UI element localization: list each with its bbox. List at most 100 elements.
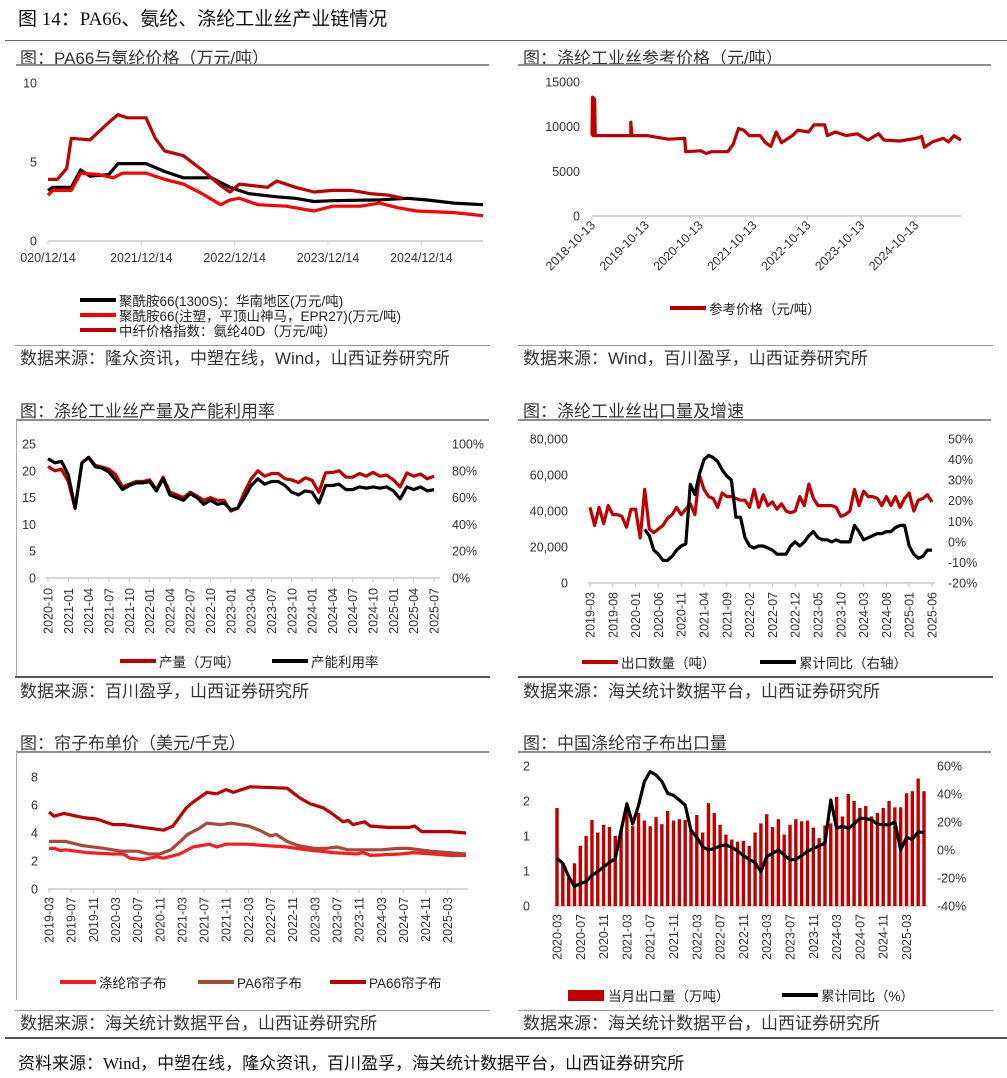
bar xyxy=(660,824,664,906)
panel-title-polyester-output: 图：涤纶工业丝产量及产能利用率 xyxy=(20,402,275,421)
y-tick-label: 60,000 xyxy=(530,469,568,483)
legend-label: 产能利用率 xyxy=(311,655,379,670)
y-right-tick-label: 40% xyxy=(937,788,962,802)
bar xyxy=(753,832,757,906)
chart-5: 0 2 4 6 8 2019-03 2019-07 2019-11 2020-03 2020-07… xyxy=(31,771,468,943)
legend-swatch xyxy=(80,298,116,302)
x-tick-label: 2022-04 xyxy=(163,588,177,634)
legend-label: 产量（万吨） xyxy=(159,655,240,670)
legend-item: PA6帘子布 xyxy=(198,972,302,992)
bar xyxy=(875,812,880,906)
source-note: 数据来源：海关统计数据平台，山西证券研究所 xyxy=(523,682,880,701)
x-tick-label: 2021-01 xyxy=(62,588,76,634)
y-tick-label: 0 xyxy=(561,577,568,591)
source-divider xyxy=(518,676,993,678)
y-tick-label: 5000 xyxy=(552,165,580,179)
x-tick-label: 2020-11 xyxy=(597,914,611,959)
bar xyxy=(782,834,786,906)
source-note: 数据来源：Wind，百川盈孚，山西证券研究所 xyxy=(523,349,868,368)
x-tick-label: 2024-10-13 xyxy=(866,218,921,273)
title-underline xyxy=(16,419,489,421)
x-tick-label: 2024-11 xyxy=(877,914,891,959)
x-tick-label: 2020-01 xyxy=(629,592,643,638)
x-tick-label: 2020-10-13 xyxy=(651,218,706,273)
y-right-tick-label: 20% xyxy=(452,545,477,559)
bar xyxy=(648,826,652,906)
x-tick-label: 2021-07 xyxy=(644,914,658,960)
bar xyxy=(887,801,891,906)
legend-item: 聚酰胺66(1300S)：华南地区(万元/吨) xyxy=(80,290,343,310)
bar xyxy=(922,791,926,906)
bar xyxy=(747,845,751,906)
x-tick-label: 2024-01 xyxy=(306,588,320,634)
panel-title-polyester-export: 图：涤纶工业丝出口量及增速 xyxy=(523,402,744,421)
x-tick-label: 2025-04 xyxy=(407,588,421,634)
bar xyxy=(689,829,693,906)
x-tick-label: 2025-01 xyxy=(903,592,917,638)
bar xyxy=(916,778,920,906)
y-tick-label: 2 xyxy=(31,855,38,869)
x-tick-label: 2023-05 xyxy=(812,592,826,638)
x-tick-label: 2023-10 xyxy=(834,592,848,638)
x-tick-label: 2021-10 xyxy=(123,588,137,634)
x-tick-label: 2023-07 xyxy=(784,914,798,960)
x-tick-label: 2024-08 xyxy=(880,592,894,638)
bar xyxy=(730,839,734,906)
x-tick-label: 2023-03 xyxy=(760,914,774,960)
y-right-tick-label: -40% xyxy=(937,900,966,914)
x-tick-label: 2023-07 xyxy=(265,588,279,634)
legend-label: PA6帘子布 xyxy=(237,976,303,991)
legend-label: 累计同比（右轴） xyxy=(799,656,907,671)
x-tick-label: 2020-11 xyxy=(675,592,689,637)
panel-title-cord-fabric-export: 图：中国涤纶帘子布出口量 xyxy=(523,734,727,753)
bar xyxy=(654,817,658,906)
series-line xyxy=(588,473,934,540)
bar xyxy=(776,819,781,906)
series-line xyxy=(48,113,404,200)
title-underline xyxy=(518,751,991,753)
series-line xyxy=(49,842,466,862)
y-tick-label: 2 xyxy=(523,760,530,774)
legend-item: 累计同比（%） xyxy=(782,985,914,1005)
legend-swatch xyxy=(782,993,818,997)
series-line xyxy=(555,770,925,888)
legend-swatch xyxy=(60,980,96,984)
footer-divider xyxy=(5,1037,1007,1039)
y-right-tick-label: 60% xyxy=(937,760,962,774)
y-tick-label: 80,000 xyxy=(530,433,568,447)
legend-swatch xyxy=(120,659,156,663)
chart-6: 0 1 1 2 2 -40% -20% 0% 20% 40% 60% 2020-03 2020-07 20… xyxy=(523,760,966,960)
legend-swatch xyxy=(760,660,796,664)
x-tick-label: 2020-03 xyxy=(551,914,565,960)
y-right-tick-label: 0% xyxy=(937,844,955,858)
x-tick-label: 2021-10-13 xyxy=(705,218,760,273)
bar xyxy=(893,807,897,906)
x-tick-label: 2021-03 xyxy=(620,914,634,960)
legend-label: 聚酰胺66(1300S)：华南地区(万元/吨) xyxy=(119,294,344,309)
y-tick-label: 0 xyxy=(30,235,37,249)
bar xyxy=(555,808,559,906)
bar xyxy=(625,808,629,906)
legend-label: PA66帘子布 xyxy=(369,976,442,991)
x-tick-label: 2021-09 xyxy=(720,592,734,638)
bar xyxy=(561,864,565,906)
x-tick-label: 2022-02 xyxy=(743,592,757,638)
bar xyxy=(683,819,687,906)
bar xyxy=(724,834,728,906)
x-tick-label: 2022-12 xyxy=(789,592,803,638)
panel-border xyxy=(16,752,17,1000)
y-tick-label: 20,000 xyxy=(530,541,568,555)
y-tick-label: 20 xyxy=(22,464,36,478)
bar xyxy=(829,823,833,906)
chart-1: 0 5 10 020/12/14 2021/12/14 2022/12/14 2023/12… xyxy=(20,77,484,265)
x-tick-label: 2019-11 xyxy=(87,897,101,942)
y-tick-label: 15 xyxy=(22,491,36,505)
bar xyxy=(578,845,583,906)
series-line xyxy=(47,785,467,835)
x-tick-label: 2025-03 xyxy=(900,914,914,960)
x-tick-label: 2019-08 xyxy=(606,592,620,638)
y-right-tick-label: 40% xyxy=(948,453,973,467)
x-tick-label: 2023-01 xyxy=(224,588,238,634)
y-right-tick-label: 100% xyxy=(452,438,484,452)
